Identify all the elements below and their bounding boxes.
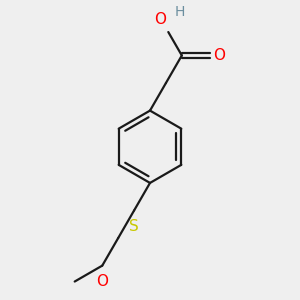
Text: S: S	[129, 219, 139, 234]
Text: O: O	[154, 12, 166, 27]
Text: H: H	[175, 5, 185, 19]
Text: O: O	[213, 48, 225, 63]
Text: O: O	[96, 274, 108, 289]
